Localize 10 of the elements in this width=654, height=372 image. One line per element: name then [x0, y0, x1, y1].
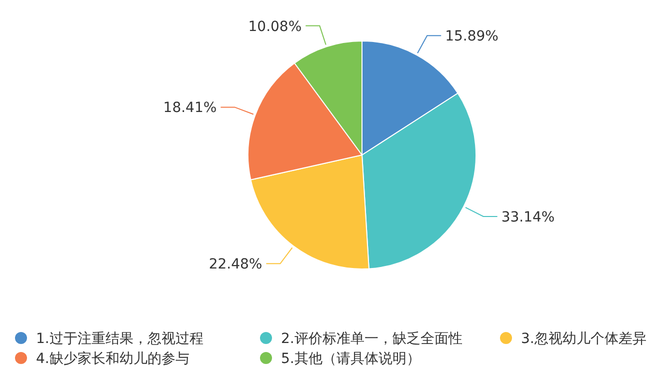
- legend-label: 5.其他（请具体说明）: [281, 351, 420, 367]
- legend-label: 2.评价标准单一，缺乏全面性: [281, 331, 462, 347]
- legend-label: 4.缺少家长和幼儿的参与: [36, 351, 190, 367]
- data-label: 15.89%: [445, 28, 498, 45]
- legend-label: 3.忽视幼儿个体差异: [521, 331, 646, 347]
- data-label: 18.41%: [163, 100, 217, 116]
- data-label: 10.08%: [248, 18, 302, 35]
- data-label: 33.14%: [501, 209, 555, 226]
- data-label: 22.48%: [208, 256, 262, 273]
- legend-label: 1.过于注重结果，忽视过程: [36, 331, 204, 347]
